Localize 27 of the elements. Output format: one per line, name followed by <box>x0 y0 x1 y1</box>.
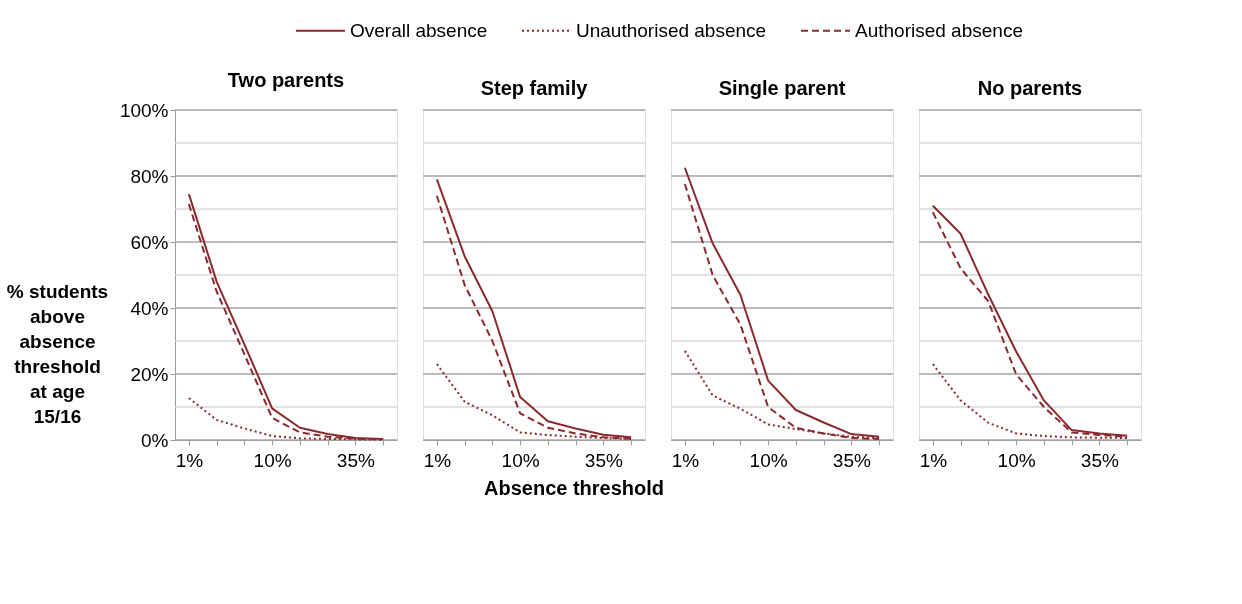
chart-title: Step family <box>480 77 589 100</box>
y-tick-label: 0% <box>141 429 169 451</box>
x-tick-label: 35% <box>1080 449 1119 471</box>
x-tick-label: 35% <box>832 449 871 471</box>
chart-title: Two parents <box>227 69 345 91</box>
y-tick-label: 40% <box>130 297 169 319</box>
legend-label: Overall absence <box>350 19 488 41</box>
x-tick-label: 1% <box>175 449 204 471</box>
y-tick-label: 80% <box>130 165 169 187</box>
legend-label: Authorised absence <box>855 19 1023 41</box>
x-tick-label: 35% <box>336 449 375 471</box>
x-tick-label: 10% <box>997 449 1036 471</box>
x-tick-label: 10% <box>749 449 788 471</box>
y-tick-label: 60% <box>130 231 169 253</box>
x-tick-label: 1% <box>671 449 700 471</box>
y-tick-label: 20% <box>130 363 169 385</box>
chart-title: No parents <box>977 77 1083 100</box>
legend-label: Unauthorised absence <box>576 19 767 41</box>
x-axis-title: Absence threshold <box>484 476 665 499</box>
y-tick-label: 100% <box>119 99 169 121</box>
y-axis-title: % students above absence threshold at age 15/16 <box>6 281 109 427</box>
x-tick-label: 10% <box>253 449 292 471</box>
x-tick-label: 1% <box>919 449 948 471</box>
x-tick-label: 35% <box>584 449 623 471</box>
x-tick-label: 10% <box>501 449 540 471</box>
chart-title: Single parent <box>718 77 846 100</box>
x-tick-label: 1% <box>423 449 452 471</box>
